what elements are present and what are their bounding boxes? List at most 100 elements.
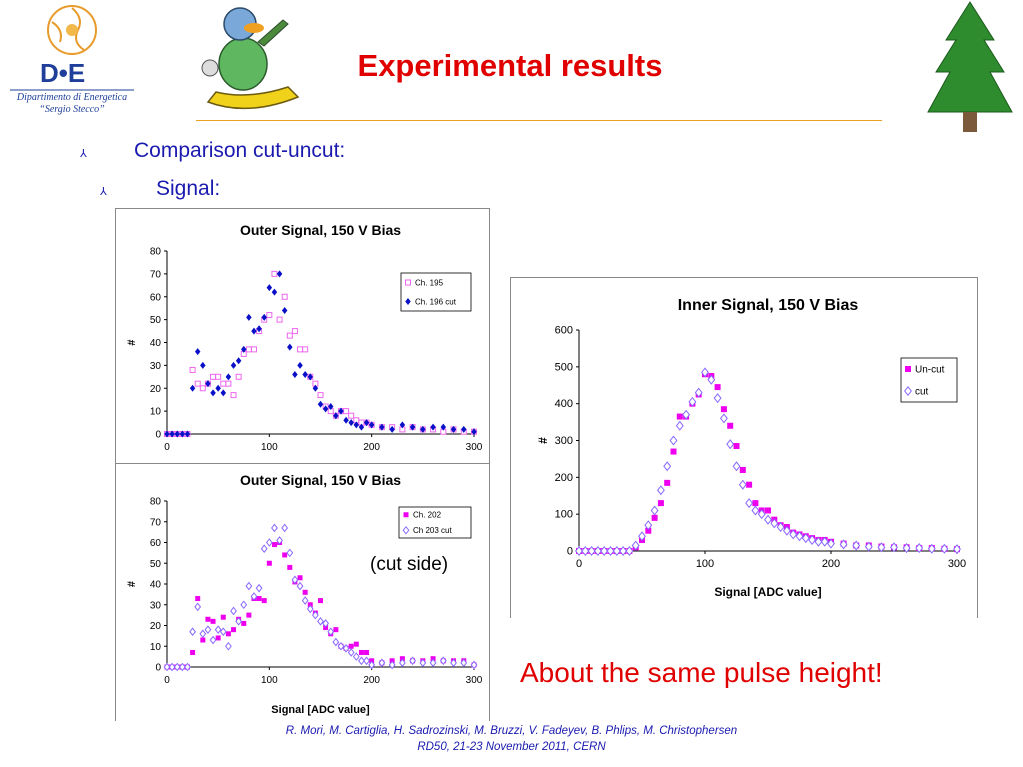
- data-point: [307, 373, 314, 381]
- data-point: [358, 649, 364, 655]
- data-point: [297, 575, 303, 581]
- data-point: [306, 604, 314, 614]
- data-point: [460, 658, 468, 668]
- data-point: [301, 596, 309, 605]
- data-point: [770, 518, 779, 529]
- legend-label: Ch. 196 cut: [415, 297, 457, 306]
- y-tick-label: 500: [555, 361, 573, 373]
- data-point: [720, 406, 727, 413]
- data-point: [195, 596, 201, 602]
- chart-title: Inner Signal, 150 V Bias: [678, 297, 859, 314]
- data-point: [657, 500, 664, 507]
- data-point: [271, 542, 277, 548]
- data-point: [839, 539, 848, 550]
- data-point: [776, 522, 785, 533]
- data-point: [650, 505, 659, 516]
- data-point: [282, 552, 288, 558]
- data-point: [332, 637, 340, 647]
- data-point: [220, 389, 227, 397]
- data-point: [701, 367, 709, 378]
- data-point: [219, 627, 227, 637]
- y-axis-label: #: [126, 581, 138, 587]
- legend-label: Ch. 195: [415, 278, 444, 287]
- legend-marker: [405, 298, 411, 305]
- x-axis-label: Signal [ADC value]: [271, 704, 370, 716]
- data-point: [450, 425, 457, 433]
- data-point: [764, 514, 772, 525]
- data-point: [388, 660, 396, 670]
- data-point: [220, 614, 226, 620]
- data-point: [276, 316, 283, 323]
- data-point: [644, 520, 653, 531]
- data-point: [260, 544, 268, 554]
- data-point: [389, 425, 395, 433]
- data-point: [291, 328, 298, 335]
- data-point: [363, 656, 370, 666]
- data-point: [368, 421, 375, 429]
- legend-marker: [905, 366, 911, 372]
- data-point: [739, 466, 746, 473]
- data-point: [348, 643, 354, 649]
- data-point: [256, 596, 262, 602]
- data-point: [638, 531, 646, 542]
- data-point: [241, 620, 247, 626]
- data-point: [471, 428, 477, 436]
- data-point: [347, 648, 355, 657]
- y-tick-label: 10: [150, 407, 162, 418]
- bullet-comparison: Comparison cut-uncut:: [134, 139, 346, 162]
- data-point: [420, 425, 426, 433]
- title-divider: [196, 120, 882, 121]
- data-point: [317, 392, 324, 399]
- data-point: [245, 581, 253, 591]
- data-point: [669, 435, 678, 446]
- data-point: [656, 485, 665, 496]
- y-tick-label: 200: [555, 472, 573, 484]
- data-point: [419, 658, 427, 668]
- data-point: [795, 531, 804, 542]
- data-point: [210, 618, 216, 624]
- data-point: [890, 542, 898, 553]
- data-point: [240, 600, 248, 610]
- data-point: [189, 366, 196, 373]
- data-point: [317, 617, 324, 626]
- legend-label: Ch 203 cut: [413, 526, 452, 535]
- data-point: [246, 612, 252, 618]
- data-point: [209, 635, 217, 645]
- data-point: [164, 430, 170, 438]
- data-point: [348, 412, 355, 419]
- data-point: [327, 627, 335, 637]
- data-point: [241, 345, 247, 353]
- data-point: [450, 658, 457, 668]
- data-point: [333, 412, 339, 420]
- data-point: [600, 545, 609, 557]
- data-point: [358, 656, 365, 666]
- data-point: [631, 540, 640, 551]
- data-point: [368, 660, 376, 670]
- data-point: [205, 616, 211, 622]
- data-point: [864, 541, 873, 552]
- data-point: [752, 500, 759, 507]
- data-point: [311, 610, 319, 620]
- data-point: [789, 529, 798, 540]
- data-point: [292, 371, 298, 379]
- legend-label: Un-cut: [915, 365, 945, 376]
- data-point: [694, 387, 703, 398]
- data-point: [302, 371, 308, 379]
- data-point: [271, 288, 278, 296]
- data-point: [194, 602, 202, 612]
- data-point: [246, 313, 252, 321]
- y-tick-label: 0: [567, 546, 573, 558]
- svg-text:“Sergio Stecco”: “Sergio Stecco”: [39, 104, 105, 115]
- y-tick-label: 70: [150, 517, 162, 528]
- data-point: [220, 380, 227, 387]
- data-point: [302, 346, 309, 353]
- data-point: [940, 543, 949, 554]
- legend-box: [900, 357, 958, 403]
- data-point: [296, 581, 304, 591]
- data-point: [343, 408, 350, 415]
- data-point: [714, 384, 721, 391]
- data-point: [625, 545, 634, 557]
- data-point: [256, 325, 262, 333]
- data-point: [194, 380, 201, 387]
- data-point: [199, 385, 206, 392]
